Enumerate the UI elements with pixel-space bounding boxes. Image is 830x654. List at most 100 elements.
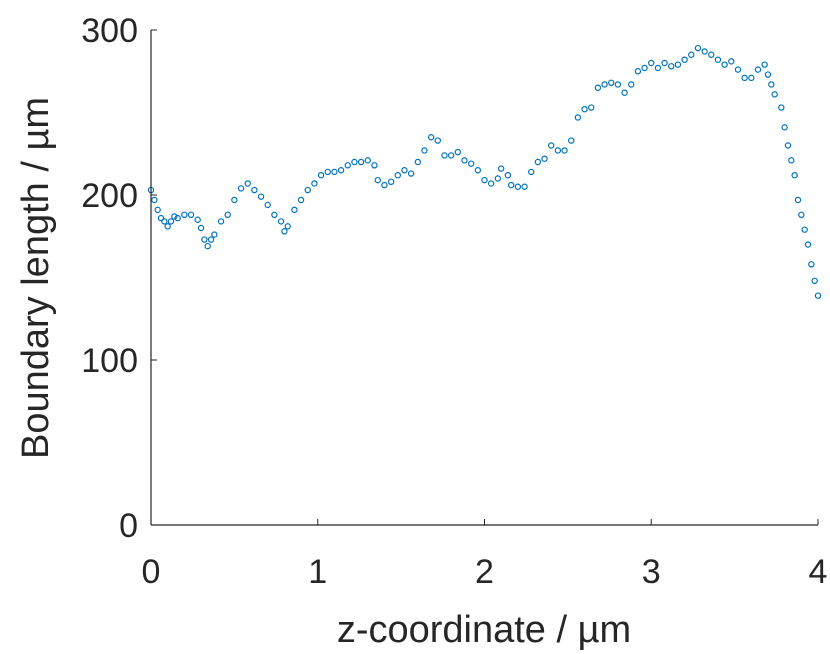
data-point [357, 158, 365, 166]
data-point [634, 68, 642, 75]
data-point [714, 56, 722, 63]
data-point [541, 155, 548, 162]
data-point [761, 61, 768, 68]
data-point [811, 277, 818, 284]
data-point [778, 104, 785, 111]
data-point [497, 165, 505, 172]
data-point [688, 51, 695, 58]
data-point [534, 158, 542, 166]
x-tick-label: 3 [642, 553, 661, 591]
data-point [581, 105, 588, 113]
data-points [147, 44, 822, 299]
data-point [694, 44, 702, 52]
data-point [434, 137, 442, 144]
data-point [741, 74, 748, 82]
data-point [721, 61, 728, 68]
data-point [447, 152, 455, 159]
x-tick-label: 4 [809, 553, 828, 591]
data-point [211, 231, 218, 238]
x-tick-label: 0 [142, 553, 161, 591]
data-point [594, 84, 602, 91]
data-point [648, 59, 655, 67]
data-point [804, 241, 812, 248]
data-point [171, 213, 178, 220]
data-point [204, 242, 211, 250]
data-point [257, 193, 265, 200]
data-point [764, 71, 772, 78]
data-point [164, 223, 171, 230]
data-point [387, 178, 395, 185]
data-point [628, 81, 635, 88]
data-point [554, 147, 562, 154]
data-point [771, 91, 778, 98]
data-point [421, 147, 428, 154]
data-point [784, 142, 792, 149]
data-point [467, 160, 475, 167]
data-point [407, 170, 415, 177]
y-tick-label: 100 [81, 342, 138, 380]
data-point [461, 157, 468, 164]
data-point [454, 148, 462, 156]
data-point [174, 214, 181, 222]
data-point [401, 167, 408, 174]
data-point [504, 171, 512, 179]
data-point [351, 158, 358, 166]
data-point [548, 142, 555, 149]
data-point [798, 211, 805, 218]
data-point [494, 175, 502, 182]
data-point [734, 66, 742, 73]
data-point [427, 134, 435, 141]
data-point [768, 81, 775, 88]
data-point [661, 59, 668, 67]
data-point [601, 81, 608, 88]
data-point [441, 152, 448, 159]
data-point [324, 168, 331, 176]
data-point [481, 176, 488, 184]
data-point [788, 157, 795, 164]
data-point [668, 63, 675, 70]
data-point [331, 168, 338, 176]
data-point [264, 201, 271, 209]
data-point [151, 196, 158, 204]
data-point [674, 61, 682, 68]
data-point [201, 236, 208, 243]
data-point [808, 261, 815, 268]
data-point [317, 171, 325, 179]
data-point [207, 236, 215, 243]
data-point [614, 81, 622, 88]
data-point [474, 167, 482, 174]
y-axis-label: Boundary length / µm [15, 97, 57, 459]
data-point [588, 104, 595, 111]
data-point [374, 176, 381, 184]
data-point [244, 180, 251, 187]
data-point [561, 147, 568, 154]
data-point [701, 48, 708, 55]
data-point [608, 79, 615, 87]
data-point [487, 180, 495, 187]
data-point [271, 211, 278, 218]
data-point [281, 228, 288, 235]
y-tick-label: 200 [81, 177, 138, 215]
y-tick-label: 300 [81, 12, 138, 50]
data-point [681, 56, 688, 63]
data-point [654, 64, 662, 72]
data-point [224, 211, 231, 218]
data-point [337, 167, 345, 174]
data-point [394, 171, 401, 179]
data-point [251, 186, 258, 194]
data-point [154, 206, 161, 214]
data-point [781, 124, 788, 131]
data-point [507, 181, 515, 189]
x-tick-label: 2 [475, 553, 494, 591]
data-point [574, 114, 582, 121]
data-point [167, 218, 175, 225]
data-point [217, 218, 225, 225]
data-point [801, 226, 808, 233]
data-point [284, 223, 291, 230]
data-point [728, 58, 735, 65]
data-point [364, 157, 371, 164]
data-point [527, 168, 535, 176]
axis-ticks: 0 1 2 3 4 0 100 200 300 [81, 12, 827, 591]
